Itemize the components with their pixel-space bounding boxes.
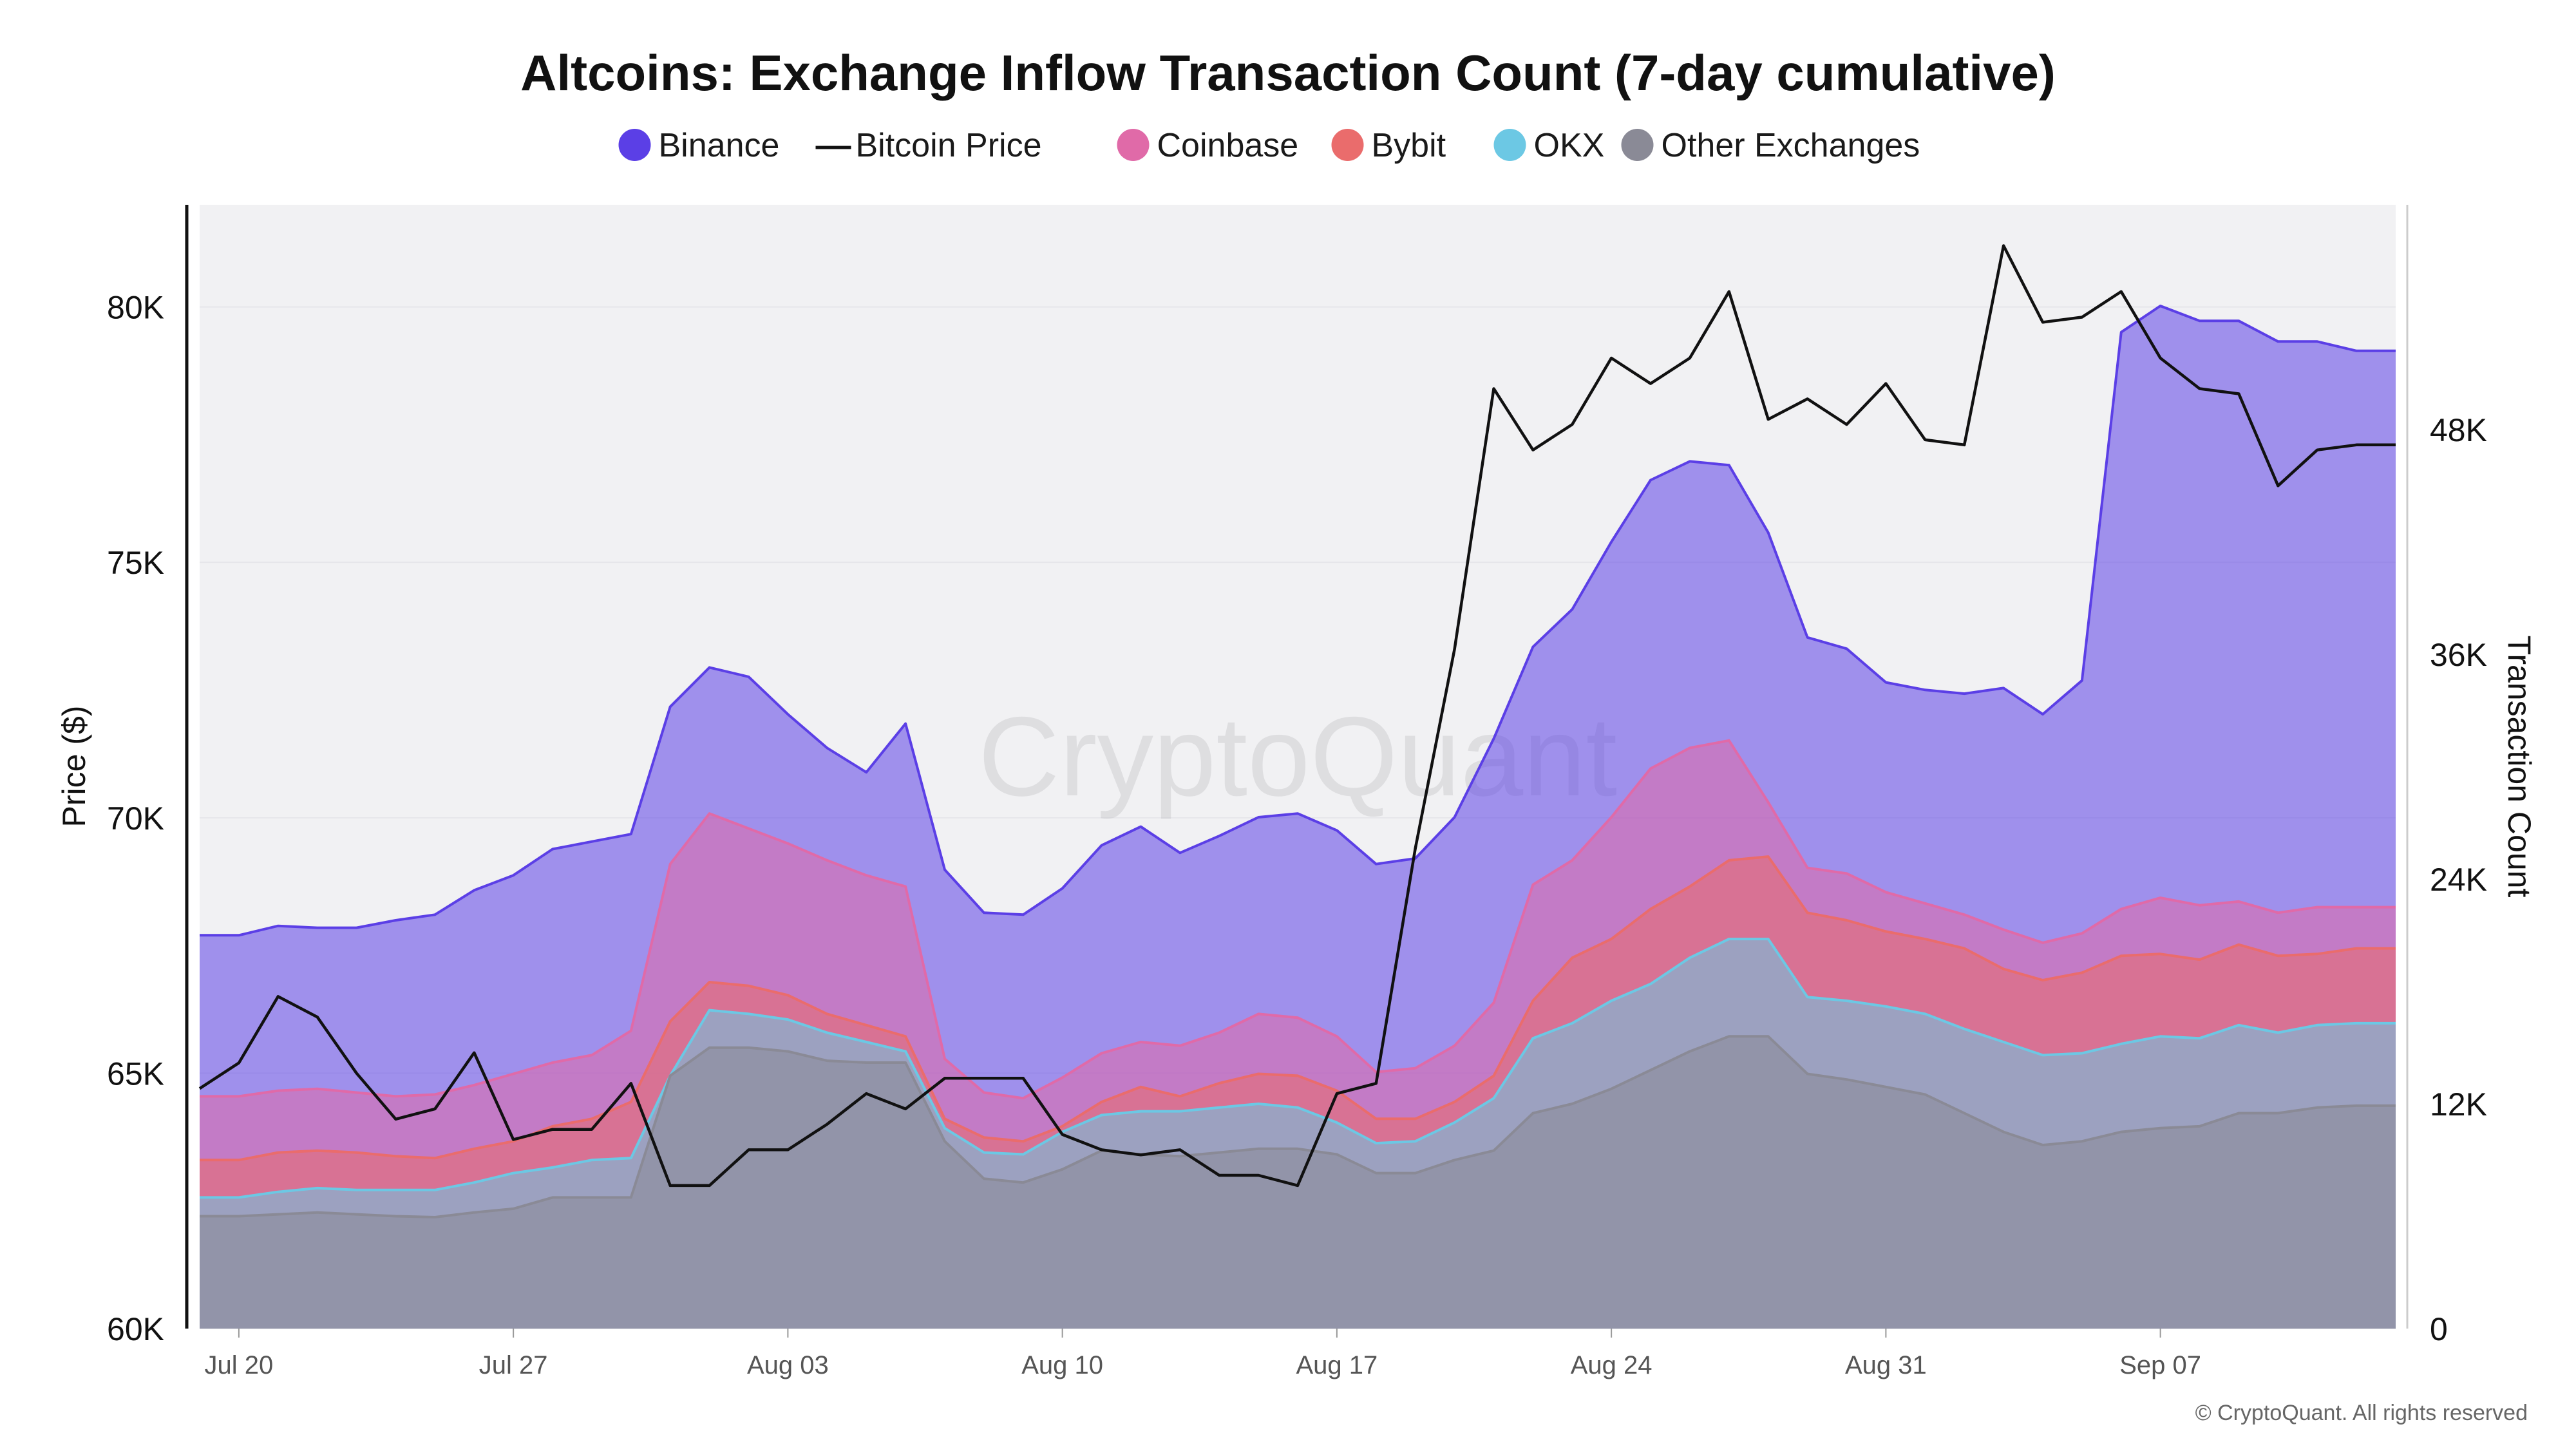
legend-label: Binance: [659, 127, 780, 164]
legend-label: Bitcoin Price: [856, 127, 1042, 164]
area-edge-okx: [200, 938, 2396, 1199]
area-edge-other-exchanges: [200, 1035, 2396, 1218]
legend-marker: [1493, 129, 1526, 161]
area-edge-bybit: [200, 855, 2396, 1162]
x-tick-label: Sep 07: [2119, 1351, 2201, 1379]
right-tick-label: 36K: [2430, 637, 2487, 673]
legend-item-other-exchanges[interactable]: Other Exchanges: [1621, 127, 1920, 164]
x-tick-label: Aug 24: [1571, 1351, 1653, 1379]
x-axis-ticks: Jul 20 Jul 27 Aug 03 Aug 10 Aug 17 Aug 24 Aug …: [205, 1329, 2201, 1379]
legend-label: OKX: [1534, 127, 1605, 164]
legend-item-okx[interactable]: OKX: [1493, 127, 1605, 164]
legend-label: Other Exchanges: [1662, 127, 1920, 164]
right-axis-title: Transaction Count: [2501, 636, 2537, 898]
chart-title: Altcoins: Exchange Inflow Transaction Co…: [520, 44, 2056, 101]
legend-item-binance[interactable]: Binance: [618, 127, 780, 164]
x-tick-label: Aug 10: [1021, 1351, 1103, 1379]
x-tick-label: Jul 27: [479, 1351, 548, 1379]
legend-item-bybit[interactable]: Bybit: [1331, 127, 1446, 164]
left-axis-title: Price ($): [56, 706, 92, 828]
legend-marker: [1621, 129, 1654, 161]
x-tick-label: Aug 03: [747, 1351, 829, 1379]
right-tick-label: 24K: [2430, 862, 2487, 898]
x-tick-label: Jul 20: [205, 1351, 274, 1379]
left-tick-label: 75K: [107, 545, 164, 581]
area-edge-binance: [200, 305, 2396, 937]
left-axis-ticks: 60K 65K 70K 75K 80K: [107, 290, 164, 1347]
left-tick-label: 80K: [107, 290, 164, 326]
legend-item-bitcoin-price[interactable]: Bitcoin Price: [815, 127, 1042, 164]
legend-marker: [618, 129, 651, 161]
legend: Binance Bitcoin Price Coinbase Bybit OKX Othe…: [618, 127, 1920, 164]
legend-label: Bybit: [1372, 127, 1446, 164]
right-tick-label: 0: [2430, 1311, 2448, 1347]
copyright-notice: © CryptoQuant. All rights reserved: [2195, 1401, 2528, 1425]
legend-marker: [1117, 129, 1150, 161]
legend-marker: [1331, 129, 1364, 161]
right-tick-label: 12K: [2430, 1086, 2487, 1122]
area-edge-coinbase: [200, 739, 2396, 1100]
legend-item-coinbase[interactable]: Coinbase: [1117, 127, 1299, 164]
left-tick-label: 65K: [107, 1056, 164, 1092]
left-tick-label: 60K: [107, 1311, 164, 1347]
x-tick-label: Aug 17: [1296, 1351, 1378, 1379]
left-tick-label: 70K: [107, 800, 164, 837]
price-line-group: [198, 244, 2396, 1188]
right-axis-ticks: 0 12K 24K 36K 48K: [2430, 412, 2487, 1347]
line-bitcoin-price: [198, 244, 2396, 1188]
legend-label: Coinbase: [1157, 127, 1299, 164]
right-tick-label: 48K: [2430, 412, 2487, 448]
x-tick-label: Aug 31: [1845, 1351, 1927, 1379]
